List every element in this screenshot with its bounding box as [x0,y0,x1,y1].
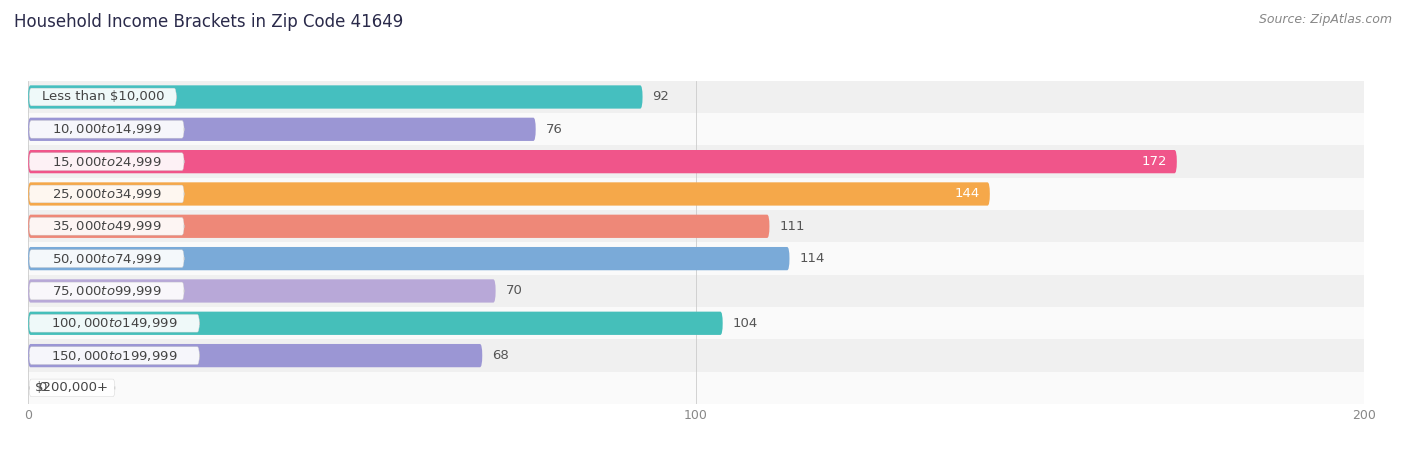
Text: $200,000+: $200,000+ [35,382,110,394]
Text: 114: 114 [800,252,825,265]
Text: 70: 70 [506,285,523,297]
FancyBboxPatch shape [28,312,723,335]
FancyBboxPatch shape [30,379,115,397]
Bar [28,372,1364,404]
FancyBboxPatch shape [28,247,790,270]
FancyBboxPatch shape [28,150,1177,173]
Bar [28,339,1364,372]
FancyBboxPatch shape [28,85,643,109]
Text: 92: 92 [652,91,669,103]
Text: $10,000 to $14,999: $10,000 to $14,999 [52,122,162,136]
Text: $25,000 to $34,999: $25,000 to $34,999 [52,187,162,201]
FancyBboxPatch shape [28,344,482,367]
Bar [28,178,1364,210]
Text: 144: 144 [955,188,980,200]
FancyBboxPatch shape [30,314,200,332]
FancyBboxPatch shape [30,120,184,138]
FancyBboxPatch shape [30,347,200,365]
FancyBboxPatch shape [28,279,496,303]
Bar [28,113,1364,145]
FancyBboxPatch shape [30,88,176,106]
FancyBboxPatch shape [28,118,536,141]
Text: $35,000 to $49,999: $35,000 to $49,999 [52,219,162,233]
FancyBboxPatch shape [30,250,184,268]
FancyBboxPatch shape [30,185,184,203]
Bar [28,210,1364,242]
Bar [28,242,1364,275]
FancyBboxPatch shape [30,282,184,300]
Bar [28,307,1364,339]
Text: 76: 76 [546,123,562,136]
Bar [28,145,1364,178]
Text: 111: 111 [779,220,806,233]
FancyBboxPatch shape [30,153,184,171]
FancyBboxPatch shape [28,182,990,206]
FancyBboxPatch shape [28,215,769,238]
Text: Less than $10,000: Less than $10,000 [42,91,165,103]
Text: Source: ZipAtlas.com: Source: ZipAtlas.com [1258,13,1392,26]
Text: $15,000 to $24,999: $15,000 to $24,999 [52,154,162,169]
Text: $75,000 to $99,999: $75,000 to $99,999 [52,284,162,298]
Text: 0: 0 [38,382,46,394]
Text: 68: 68 [492,349,509,362]
Text: $100,000 to $149,999: $100,000 to $149,999 [51,316,177,330]
Text: 104: 104 [733,317,758,330]
Bar [28,275,1364,307]
Text: Household Income Brackets in Zip Code 41649: Household Income Brackets in Zip Code 41… [14,13,404,31]
Text: 172: 172 [1142,155,1167,168]
FancyBboxPatch shape [30,217,184,235]
Bar [28,81,1364,113]
Text: $150,000 to $199,999: $150,000 to $199,999 [51,348,177,363]
Text: $50,000 to $74,999: $50,000 to $74,999 [52,251,162,266]
